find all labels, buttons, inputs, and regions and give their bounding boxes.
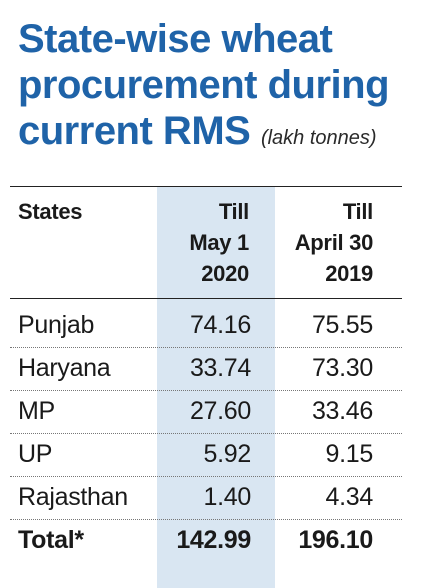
header-2019-line-1: Till	[342, 199, 373, 224]
row-state-label: MP	[18, 397, 55, 425]
header-states: States	[18, 199, 83, 224]
title-line-1: State-wise wheat	[18, 17, 333, 61]
total-value-2019: 196.10	[298, 526, 373, 554]
row-state-label: Rajasthan	[18, 483, 128, 511]
highlight-column-2020	[157, 186, 275, 588]
row-divider	[10, 390, 402, 391]
row-value-2020: 5.92	[203, 440, 252, 468]
procurement-table: States Till May 1 2020 Till April 30 201…	[0, 186, 435, 588]
header-2020-line-1: Till	[218, 199, 249, 224]
total-state-label: Total*	[18, 526, 84, 554]
header-2020-line-3: 2020	[201, 261, 249, 286]
header-2019-line-2: April 30	[294, 230, 374, 255]
row-value-2019: 4.34	[325, 483, 374, 511]
row-state-label: UP	[18, 440, 53, 468]
table-top-rule	[10, 186, 402, 187]
header-2019-line-3: 2019	[325, 261, 373, 286]
row-value-2020: 1.40	[203, 483, 252, 511]
row-value-2019: 33.46	[311, 397, 373, 425]
chart-title: State-wise wheat procurement during curr…	[18, 16, 428, 161]
header-bottom-rule	[10, 298, 402, 299]
row-divider	[10, 476, 402, 477]
header-2020: Till May 1 2020	[157, 196, 249, 289]
row-value-2019: 73.30	[311, 354, 373, 382]
title-line-3: current RMS (lakh tonnes)	[18, 108, 428, 161]
row-value-2019: 75.55	[311, 311, 373, 339]
row-state-label: Punjab	[18, 311, 95, 339]
row-divider	[10, 347, 402, 348]
unit-label: (lakh tonnes)	[260, 127, 377, 149]
title-line-2: procurement during	[18, 63, 390, 107]
row-divider	[10, 519, 402, 520]
row-value-2020: 33.74	[189, 354, 251, 382]
header-2020-line-2: May 1	[189, 230, 249, 255]
total-value-2020: 142.99	[176, 526, 251, 554]
row-divider	[10, 433, 402, 434]
row-value-2019: 9.15	[325, 440, 374, 468]
row-value-2020: 74.16	[189, 311, 251, 339]
row-state-label: Haryana	[18, 354, 111, 382]
header-2019: Till April 30 2019	[278, 196, 374, 289]
row-value-2020: 27.60	[189, 397, 251, 425]
title-line-3-text: current RMS	[18, 109, 251, 153]
